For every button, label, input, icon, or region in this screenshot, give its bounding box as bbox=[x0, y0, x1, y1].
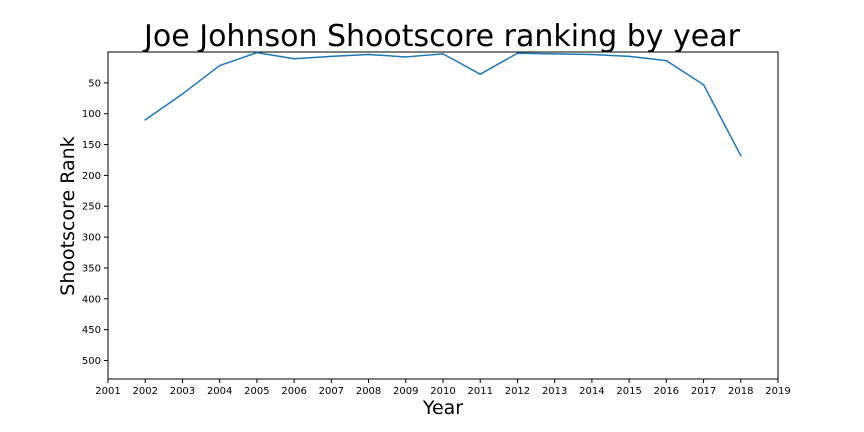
y-tick-label: 150 bbox=[82, 140, 101, 151]
x-tick-label: 2011 bbox=[467, 386, 492, 397]
y-tick-label: 100 bbox=[82, 109, 101, 120]
data-point bbox=[591, 53, 593, 56]
x-axis: 2001 2002 2003 2004 2005 2006 2007 2008 2009 2010… bbox=[95, 379, 791, 397]
y-tick-label: 400 bbox=[82, 294, 101, 305]
x-tick-label: 2004 bbox=[207, 386, 232, 397]
data-point bbox=[404, 56, 407, 58]
series-line bbox=[144, 51, 742, 156]
series-layer bbox=[144, 51, 742, 157]
plot-frame bbox=[107, 51, 779, 380]
data-point bbox=[516, 52, 519, 55]
x-tick-label: 2017 bbox=[691, 386, 716, 397]
chart-title: Joe Johnson Shootscore ranking by year bbox=[142, 19, 741, 54]
x-tick-label: 2015 bbox=[616, 386, 641, 397]
x-tick-label: 2005 bbox=[244, 386, 269, 397]
x-tick-label: 2010 bbox=[430, 386, 455, 397]
data-point bbox=[739, 154, 742, 157]
data-point bbox=[330, 55, 333, 58]
y-axis: 50 100 150 200 250 300 350 400 450 500 bbox=[82, 78, 108, 367]
x-tick-label: 2018 bbox=[728, 386, 753, 397]
plot-area bbox=[107, 51, 779, 380]
y-axis-label: Shootscore Rank bbox=[57, 136, 79, 295]
x-tick-label: 2002 bbox=[132, 386, 157, 397]
x-tick-label: 2007 bbox=[319, 386, 344, 397]
data-point bbox=[144, 119, 147, 121]
y-tick-label: 250 bbox=[82, 202, 101, 213]
y-tick-label: 450 bbox=[82, 325, 101, 336]
y-tick-label: 300 bbox=[82, 233, 101, 244]
x-tick-label: 2009 bbox=[393, 386, 418, 397]
x-tick-label: 2001 bbox=[95, 386, 120, 397]
x-tick-label: 2012 bbox=[505, 386, 530, 397]
data-point bbox=[702, 83, 705, 86]
x-axis-label: Year bbox=[422, 397, 463, 419]
data-point bbox=[181, 93, 184, 95]
x-tick-label: 2019 bbox=[765, 386, 790, 397]
x-tick-label: 2014 bbox=[579, 386, 604, 397]
x-tick-label: 2016 bbox=[654, 386, 679, 397]
y-tick-label: 500 bbox=[82, 356, 101, 367]
data-point bbox=[442, 53, 444, 55]
data-point bbox=[256, 51, 258, 54]
data-point bbox=[367, 53, 370, 56]
x-tick-label: 2006 bbox=[281, 386, 306, 397]
x-tick-label: 2013 bbox=[542, 386, 567, 397]
data-point bbox=[293, 57, 295, 60]
data-point bbox=[479, 73, 482, 76]
x-tick-label: 2003 bbox=[170, 386, 195, 397]
y-tick-label: 200 bbox=[82, 171, 101, 182]
data-point bbox=[553, 53, 556, 55]
data-point bbox=[218, 64, 221, 67]
y-tick-label: 350 bbox=[82, 263, 101, 274]
data-point bbox=[665, 59, 668, 62]
data-point bbox=[628, 55, 630, 58]
x-tick-label: 2008 bbox=[356, 386, 381, 397]
y-tick-label: 50 bbox=[88, 78, 101, 89]
